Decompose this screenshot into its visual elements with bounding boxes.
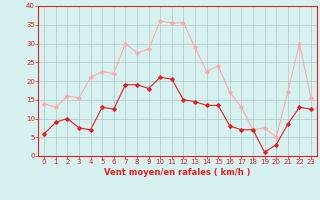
X-axis label: Vent moyen/en rafales ( km/h ): Vent moyen/en rafales ( km/h ) xyxy=(104,168,251,177)
